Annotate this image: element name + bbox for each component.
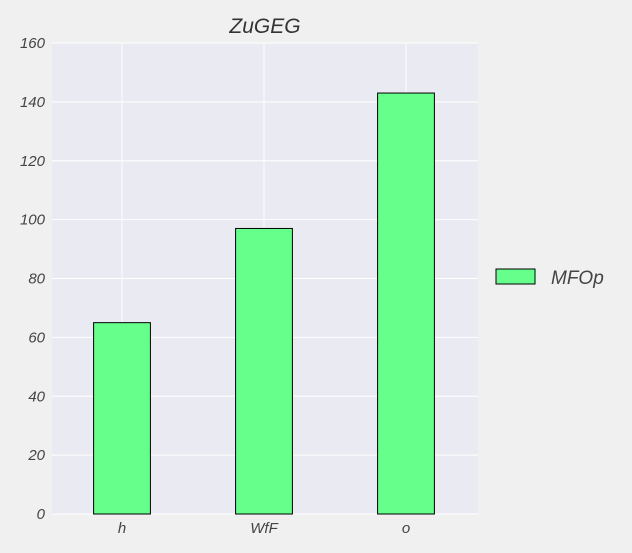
x-tick-label: WfF: [250, 520, 278, 537]
y-tick-labels: 0 20 40 60 80 100 120 140 160: [20, 35, 46, 523]
y-tick-label: 40: [28, 388, 45, 405]
y-tick-label: 100: [20, 212, 46, 229]
legend-label: MFOp: [551, 268, 604, 289]
y-tick-label: 0: [37, 506, 46, 523]
x-tick-labels: h WfF o: [118, 520, 410, 537]
x-tick-label: o: [402, 520, 410, 537]
y-tick-label: 140: [20, 94, 46, 111]
bar-h: [93, 322, 151, 515]
bar-o: [377, 92, 435, 515]
y-tick-label: 20: [27, 447, 45, 464]
bar-WfF: [235, 227, 293, 515]
x-tick-label: h: [118, 520, 126, 537]
chart-title: ZuGEG: [228, 15, 300, 38]
y-tick-label: 60: [28, 329, 45, 346]
y-tick-label: 80: [28, 271, 45, 288]
bars: [93, 92, 435, 515]
y-tick-label: 160: [20, 35, 46, 52]
legend-swatch: [495, 268, 536, 285]
legend: MFOp: [495, 268, 604, 289]
y-tick-label: 120: [20, 153, 46, 170]
